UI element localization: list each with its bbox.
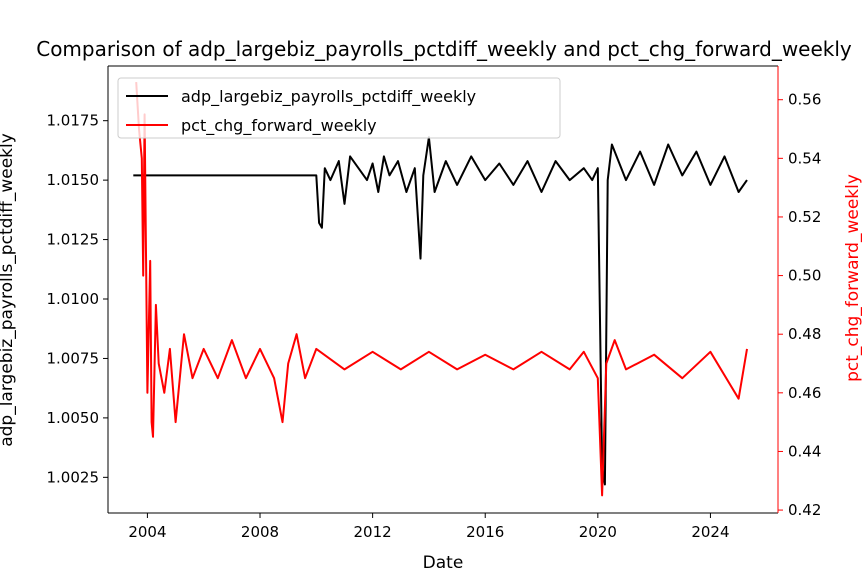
right-tick-label: 0.56 xyxy=(788,91,821,109)
right-tick-label: 0.50 xyxy=(788,267,821,285)
right-tick-label: 0.42 xyxy=(788,501,821,519)
left-axis-ticks: 1.0025 1.0050 1.0075 1.0100 1.0125 1.0150 1.01… xyxy=(47,112,108,486)
plot-data xyxy=(133,82,748,497)
left-tick-label: 1.0175 xyxy=(47,112,100,130)
x-axis-ticks: 2004 2008 2012 2016 2020 2024 xyxy=(128,513,730,541)
right-axis-ticks: 0.42 0.44 0.46 0.48 0.50 0.52 0.54 0.56 xyxy=(778,91,821,519)
legend-label-series-1: adp_largebiz_payrolls_pctdiff_weekly xyxy=(181,87,476,107)
right-tick-label: 0.46 xyxy=(788,384,821,402)
x-tick-label: 2004 xyxy=(128,523,166,541)
left-tick-label: 1.0050 xyxy=(47,409,100,427)
left-axis-label: adp_largebiz_payrolls_pctdiff_weekly xyxy=(0,133,17,447)
left-tick-label: 1.0025 xyxy=(47,468,100,486)
x-tick-label: 2012 xyxy=(354,523,392,541)
x-axis-label: Date xyxy=(423,553,464,573)
x-tick-label: 2008 xyxy=(241,523,279,541)
left-tick-label: 1.0100 xyxy=(47,290,100,308)
x-tick-label: 2024 xyxy=(691,523,729,541)
x-tick-label: 2016 xyxy=(466,523,504,541)
series-line-1 xyxy=(133,136,748,486)
series-line-2 xyxy=(135,82,748,497)
legend-label-series-2: pct_chg_forward_weekly xyxy=(181,116,377,136)
right-tick-label: 0.44 xyxy=(788,442,821,460)
right-tick-label: 0.54 xyxy=(788,149,821,167)
right-axis-label: pct_chg_forward_weekly xyxy=(843,174,863,382)
right-tick-label: 0.52 xyxy=(788,208,821,226)
left-tick-label: 1.0150 xyxy=(47,171,100,189)
left-tick-label: 1.0075 xyxy=(47,349,100,367)
right-tick-label: 0.48 xyxy=(788,325,821,343)
left-tick-label: 1.0125 xyxy=(47,231,100,249)
x-tick-label: 2020 xyxy=(579,523,617,541)
chart-title: Comparison of adp_largebiz_payrolls_pctd… xyxy=(36,37,852,61)
legend-frame xyxy=(117,77,561,139)
legend: adp_largebiz_payrolls_pctdiff_weekly pct… xyxy=(117,77,561,139)
